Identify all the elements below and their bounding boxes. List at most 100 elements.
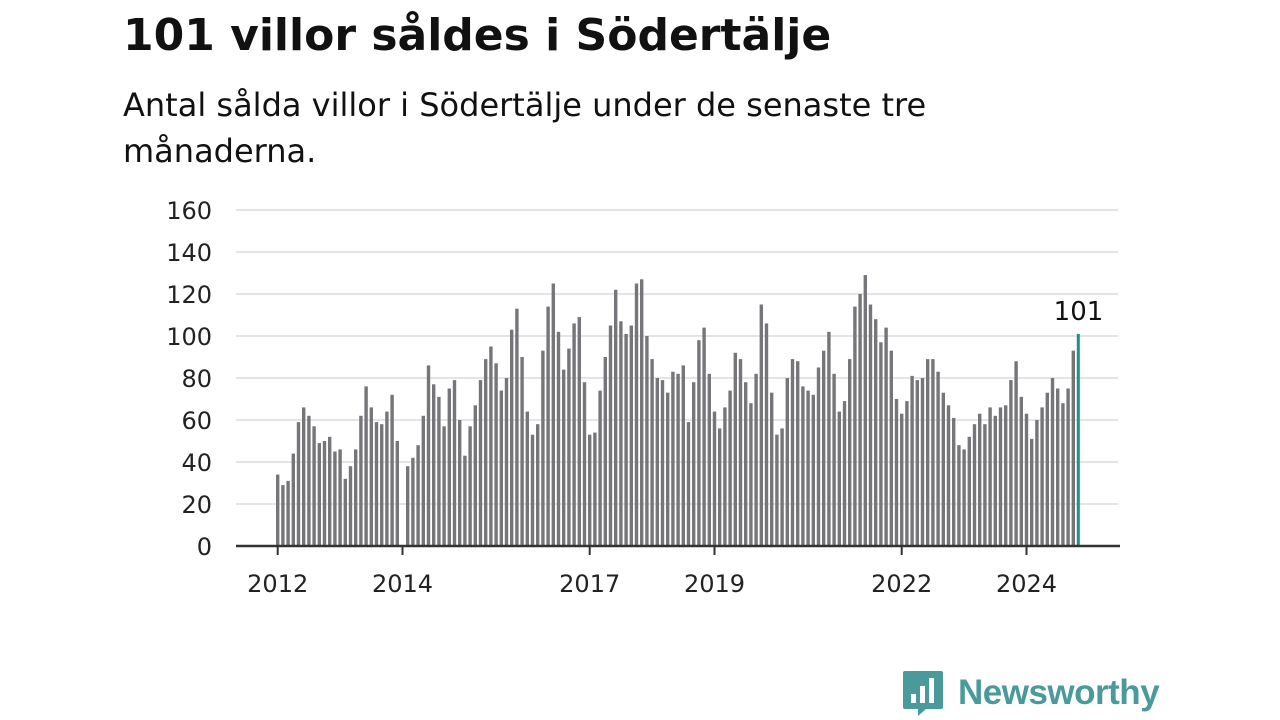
bar — [328, 436, 332, 546]
bar — [572, 323, 576, 546]
bar — [442, 426, 446, 546]
bar — [1040, 407, 1044, 546]
bars — [276, 275, 1080, 546]
bar — [426, 365, 431, 546]
bar — [510, 329, 514, 546]
bar — [1061, 403, 1065, 546]
bar — [322, 441, 327, 546]
bar — [1009, 380, 1013, 546]
newsworthy-logo-text: Newsworthy — [958, 673, 1160, 712]
bar — [458, 420, 462, 546]
bar — [598, 390, 602, 546]
bar — [900, 413, 904, 546]
bar — [1019, 396, 1023, 546]
bar — [614, 289, 618, 546]
y-tick-label-160: 160 — [166, 197, 212, 225]
bar — [697, 340, 701, 546]
x-axis-tick-labels: 2012 2014 2017 2019 2022 2024 — [247, 546, 1057, 598]
bar — [629, 325, 633, 546]
bar — [660, 380, 665, 546]
bar — [972, 424, 977, 546]
x-tick-label-2022: 2022 — [871, 570, 932, 598]
bar — [749, 403, 753, 546]
bar — [390, 394, 394, 546]
y-tick-label-20: 20 — [181, 491, 212, 519]
bar — [624, 333, 628, 546]
y-tick-label-60: 60 — [181, 407, 212, 435]
bar — [406, 466, 410, 546]
bar — [473, 405, 477, 546]
bar — [463, 455, 467, 546]
bar — [317, 443, 321, 546]
bar — [1045, 392, 1049, 546]
bar — [884, 327, 888, 546]
bar — [874, 319, 878, 546]
bar — [998, 407, 1003, 546]
bar — [790, 359, 795, 546]
bar — [967, 436, 971, 546]
bar — [640, 279, 644, 546]
bar — [354, 449, 358, 546]
bar — [848, 359, 852, 546]
bar — [286, 480, 290, 546]
bar — [827, 331, 831, 546]
bar — [868, 304, 873, 546]
bar — [499, 390, 503, 546]
bar — [1024, 413, 1029, 546]
bar — [504, 378, 509, 546]
bar — [416, 445, 420, 546]
bar — [915, 380, 919, 546]
bar — [983, 424, 987, 546]
bar — [645, 336, 649, 546]
bar — [801, 386, 805, 546]
bar — [905, 401, 909, 546]
bar — [291, 453, 295, 546]
bar — [608, 325, 613, 546]
bar — [764, 323, 769, 546]
bar — [556, 331, 561, 546]
bar — [634, 283, 639, 546]
bar — [681, 365, 685, 546]
bar — [796, 361, 800, 546]
bar — [348, 466, 353, 546]
bar — [775, 434, 779, 546]
newsworthy-logo[interactable]: Newsworthy — [902, 668, 1160, 718]
bar — [723, 407, 727, 546]
bar — [816, 367, 821, 546]
y-tick-label-100: 100 — [166, 323, 212, 351]
bar — [411, 457, 415, 546]
bar — [889, 350, 893, 546]
bar — [312, 426, 316, 546]
x-tick-label-2024: 2024 — [996, 570, 1057, 598]
bar — [582, 382, 587, 546]
bar — [468, 426, 472, 546]
bar — [686, 422, 691, 546]
bar — [489, 346, 493, 546]
bar — [738, 359, 743, 546]
bar — [536, 424, 540, 546]
bar — [1014, 361, 1018, 546]
bar — [520, 357, 524, 546]
bar — [452, 380, 457, 546]
bar — [941, 392, 945, 546]
bar — [702, 327, 706, 546]
bar — [770, 392, 774, 546]
bar — [333, 451, 337, 546]
bar — [733, 352, 737, 546]
bar-highlight — [1076, 333, 1080, 546]
bar — [650, 359, 654, 546]
bar — [541, 350, 545, 546]
bar — [364, 386, 368, 546]
bar — [567, 348, 571, 546]
bar — [588, 434, 592, 546]
bar — [858, 294, 862, 546]
bar — [853, 306, 857, 546]
bar — [593, 432, 597, 546]
bar — [619, 321, 623, 546]
bar — [863, 275, 867, 546]
bar — [728, 390, 732, 546]
bar — [952, 417, 956, 546]
bar — [302, 407, 306, 546]
bar — [993, 415, 997, 546]
